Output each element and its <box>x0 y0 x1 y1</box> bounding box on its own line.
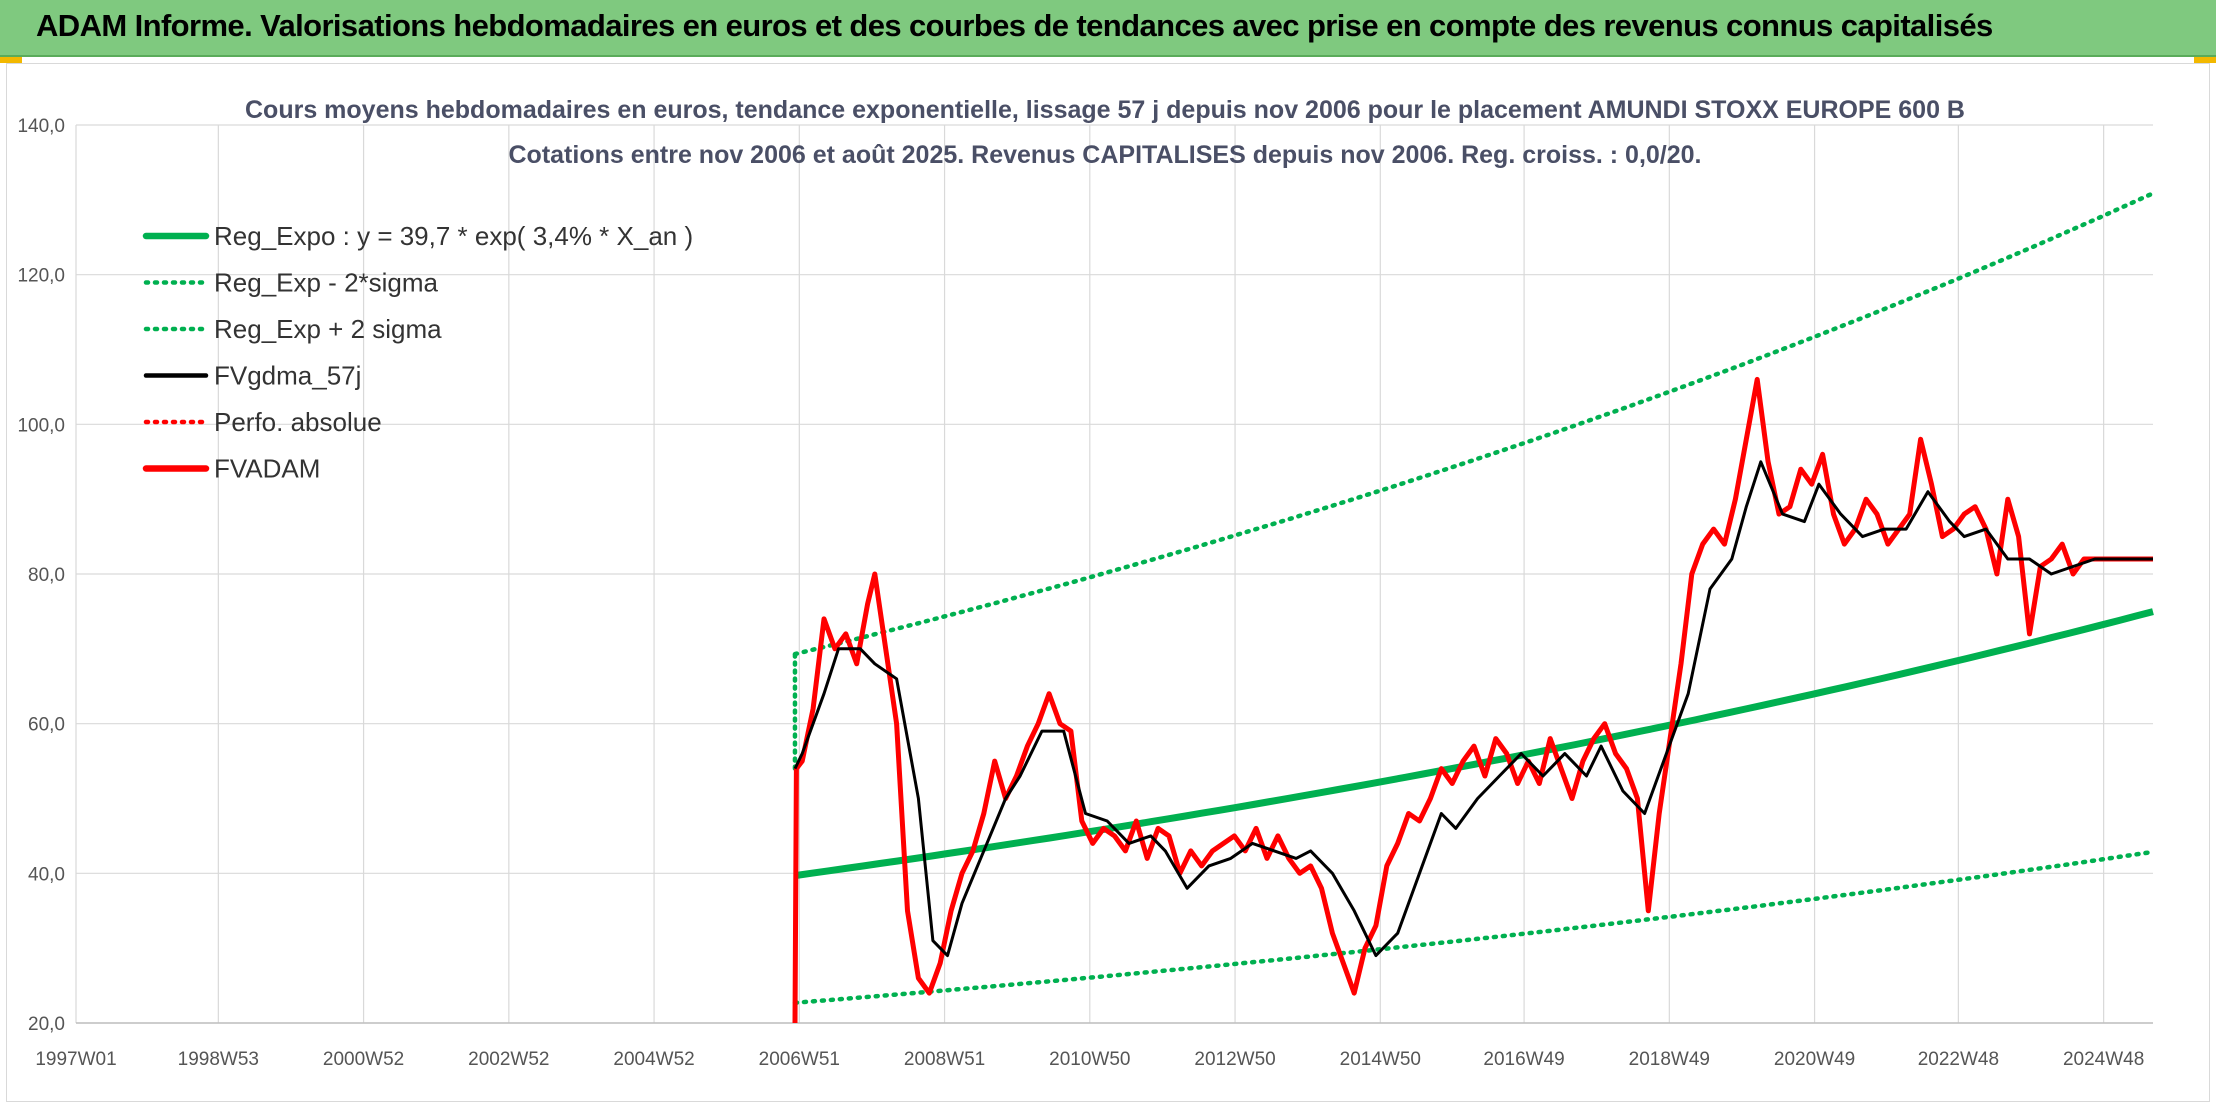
x-tick-label: 2014W50 <box>1340 1049 1421 1070</box>
y-tick-label: 120,0 <box>17 266 65 287</box>
series-reg-expo <box>794 608 2154 880</box>
chart-subtitle: Cotations entre nov 2006 et août 2025. R… <box>509 141 1702 169</box>
x-tick-label: 2002W52 <box>468 1049 549 1070</box>
series-reg-exp-plus-2sigma <box>792 191 2156 657</box>
x-tick-label: 2010W50 <box>1049 1049 1130 1070</box>
legend-label: FVgdma_57j <box>214 361 361 391</box>
series-fvgdma-57j <box>793 460 2153 958</box>
y-tick-label: 80,0 <box>28 565 65 586</box>
legend-item: Perfo. absolue <box>143 407 382 437</box>
report-title: ADAM Informe. Valorisations hebdomadaire… <box>36 8 1993 43</box>
legend-item: FVADAM <box>142 454 320 484</box>
x-tick-label: 2024W48 <box>2063 1049 2144 1070</box>
x-tick-label: 2004W52 <box>613 1049 694 1070</box>
chart-grid <box>75 124 2153 1024</box>
x-tick-label: 2012W50 <box>1194 1049 1275 1070</box>
legend-item: FVgdma_57j <box>143 361 361 391</box>
x-tick-label: 2018W49 <box>1629 1049 1710 1070</box>
x-tick-label: 2000W52 <box>323 1049 404 1070</box>
y-tick-label: 100,0 <box>17 415 65 436</box>
series-layer <box>792 191 2156 1024</box>
x-tick-label: 2022W48 <box>1918 1049 1999 1070</box>
y-tick-label: 20,0 <box>28 1014 65 1035</box>
x-tick-label: 2006W51 <box>759 1049 840 1070</box>
chart-title: Cours moyens hebdomadaires en euros, ten… <box>245 96 1965 124</box>
report-banner: ADAM Informe. Valorisations hebdomadaire… <box>0 0 2216 57</box>
y-tick-label: 60,0 <box>28 715 65 736</box>
chart-frame <box>6 63 2210 1102</box>
series-fvadam <box>792 376 2153 1024</box>
x-tick-label: 2016W49 <box>1483 1049 1564 1070</box>
corner-marker-left <box>0 57 22 63</box>
legend-item: Reg_Exp - 2*sigma <box>143 268 439 298</box>
legend-label: Reg_Exp - 2*sigma <box>214 268 439 298</box>
x-tick-label: 1997W01 <box>35 1049 116 1070</box>
x-tick-label: 2020W49 <box>1774 1049 1855 1070</box>
x-tick-label: 1998W53 <box>178 1049 259 1070</box>
y-tick-label: 140,0 <box>17 116 65 137</box>
legend-label: Reg_Expo : y = 39,7 * exp( 3,4% * X_an ) <box>214 221 693 251</box>
x-axis-ticks: 1997W01 1998W53 2000W52 2002W52 2004W52 2006W… <box>35 1049 2144 1070</box>
x-tick-label: 2008W51 <box>904 1049 985 1070</box>
corner-marker-right <box>2194 57 2216 63</box>
legend-label: FVADAM <box>214 454 320 484</box>
legend-label: Perfo. absolue <box>214 407 382 437</box>
legend-item: Reg_Exp + 2 sigma <box>143 314 442 344</box>
series-reg-exp-minus-2sigma <box>792 849 2156 1006</box>
chart-legend: Reg_Expo : y = 39,7 * exp( 3,4% * X_an )… <box>142 221 693 484</box>
y-axis-ticks: 20,0 40,0 60,0 80,0 100,0 120,0 140,0 <box>17 116 65 1035</box>
legend-label: Reg_Exp + 2 sigma <box>214 314 442 344</box>
legend-item: Reg_Expo : y = 39,7 * exp( 3,4% * X_an ) <box>142 221 693 251</box>
y-tick-label: 40,0 <box>28 864 65 885</box>
